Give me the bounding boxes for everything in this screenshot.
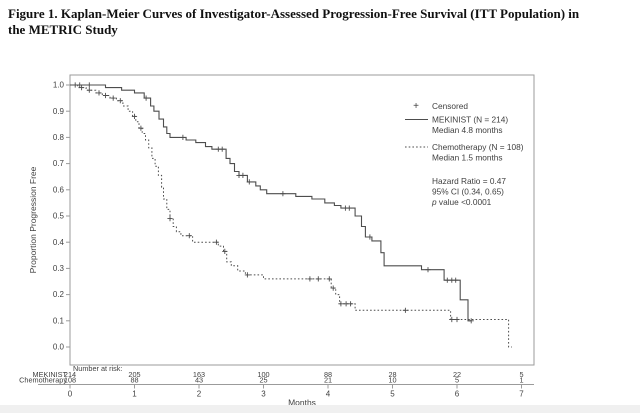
x-tick-label: 7 [519,390,524,399]
at-risk-value: 5 [519,370,523,379]
figure-title: Figure 1. Kaplan-Meier Curves of Investi… [8,6,638,38]
x-tick-label: 0 [68,390,73,399]
at-risk-value: 100 [257,370,269,379]
stats-line: p value <0.0001 [431,197,492,207]
legend-censored-label: Censored [432,101,468,111]
stats-line: 95% CI (0.34, 0.65) [432,187,504,197]
at-risk-row-label: Chemotherapy [19,376,67,385]
y-tick-label: 0.9 [53,107,65,116]
at-risk-value: 21 [324,376,332,385]
at-risk-row-label: MEKINIST [33,370,68,379]
legend-series-median: Median 4.8 months [432,125,503,135]
stats-line: Hazard Ratio = 0.47 [432,176,506,186]
y-tick-label: 0.3 [53,264,65,273]
at-risk-value: 205 [128,370,140,379]
y-tick-label: 0.6 [53,185,65,194]
legend-series-name: Chemotherapy (N = 108) [432,142,524,152]
plot-frame [69,74,535,366]
y-tick-label: 0.4 [53,238,65,247]
censor-marks-mekinist [77,82,474,324]
y-tick-label: 0.8 [53,133,65,142]
at-risk-value: 25 [259,376,267,385]
legend-series-name: MEKINIST (N = 214) [432,115,508,125]
x-tick-label: 2 [197,390,202,399]
censor-marks-chemotherapy [72,82,460,323]
y-tick-label: 0.5 [53,212,65,221]
figure-title-line-1: Figure 1. Kaplan-Meier Curves of Investi… [8,6,580,21]
y-tick-label: 1.0 [53,81,65,90]
legend-series-median: Median 1.5 months [432,153,503,163]
x-tick-label: 3 [261,390,266,399]
at-risk-value: 108 [64,376,76,385]
y-axis-title: Proportion Progression Free [28,166,38,273]
at-risk-value: 43 [195,376,203,385]
at-risk-value: 10 [388,376,396,385]
at-risk-value: 28 [388,370,396,379]
at-risk-value: 5 [455,376,459,385]
x-tick-label: 4 [326,390,331,399]
at-risk-value: 1 [519,376,523,385]
at-risk-value: 214 [64,370,76,379]
y-tick-label: 0.2 [53,290,65,299]
at-risk-value: 163 [193,370,205,379]
at-risk-title: Number at risk: [73,364,122,373]
x-axis-title: Months [288,398,316,408]
x-tick-label: 1 [132,390,137,399]
y-tick-label: 0.1 [53,316,65,325]
x-tick-label: 6 [455,390,460,399]
scan-edge-band [0,405,640,413]
at-risk-value: 88 [324,370,332,379]
y-tick-label: 0.0 [53,343,65,352]
y-tick-label: 0.7 [53,159,65,168]
at-risk-value: 88 [130,376,138,385]
at-risk-value: 22 [453,370,461,379]
legend-censored-symbol: + [413,101,419,112]
x-tick-label: 5 [390,390,395,399]
figure-title-line-2: the METRIC Study [8,22,118,37]
curve-mekinist [70,84,472,322]
